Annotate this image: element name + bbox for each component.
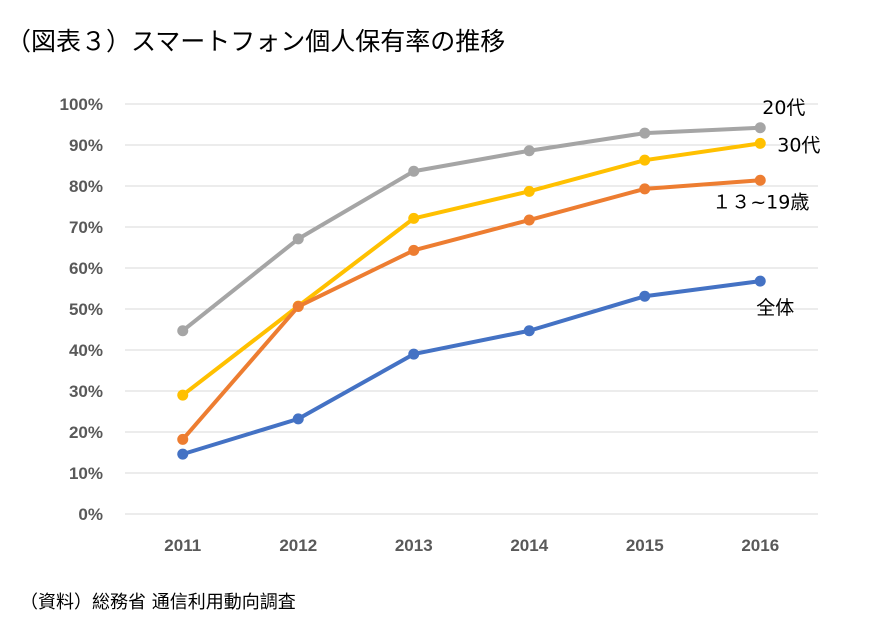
data-point: [639, 127, 651, 139]
series-line: [180, 125, 763, 333]
y-tick-label: 70%: [69, 218, 103, 237]
data-point: [408, 244, 420, 256]
y-tick-label: 50%: [69, 300, 103, 319]
data-point: [177, 448, 189, 460]
x-tick-label: 2015: [626, 536, 664, 555]
series-label: １３~19歳: [712, 191, 809, 213]
data-point: [754, 122, 766, 134]
data-point: [408, 212, 420, 224]
series-line: [180, 279, 763, 457]
y-tick-label: 10%: [69, 464, 103, 483]
y-tick-label: 30%: [69, 382, 103, 401]
y-tick-label: 20%: [69, 423, 103, 442]
series-line: [180, 178, 763, 442]
chart-title: （図表３）スマートフォン個人保有率の推移: [6, 27, 506, 56]
x-tick-label: 2012: [279, 536, 317, 555]
x-axis-ticks: 2011 2012 2013 2014 2015 2016: [164, 536, 779, 555]
data-point: [177, 325, 189, 337]
data-point: [292, 233, 304, 245]
y-tick-label: 90%: [69, 136, 103, 155]
data-point: [754, 137, 766, 149]
gridlines: [125, 103, 818, 515]
data-point: [177, 389, 189, 401]
x-tick-label: 2011: [164, 536, 201, 555]
data-point: [754, 174, 766, 186]
data-point: [408, 348, 420, 360]
x-tick-label: 2013: [395, 536, 433, 555]
data-point: [292, 301, 304, 313]
y-tick-label: 100%: [60, 95, 103, 114]
x-tick-label: 2014: [510, 536, 548, 555]
data-point: [754, 275, 766, 287]
series-lines: [177, 122, 766, 460]
series-label: 20代: [762, 97, 805, 119]
x-tick-label: 2016: [741, 536, 779, 555]
data-point: [639, 154, 651, 166]
data-point: [292, 413, 304, 425]
series-label: 30代: [777, 134, 820, 156]
y-tick-label: 80%: [69, 177, 103, 196]
data-point: [523, 185, 535, 197]
y-tick-label: 40%: [69, 341, 103, 360]
y-tick-label: 60%: [69, 259, 103, 278]
data-point: [523, 325, 535, 337]
y-axis-ticks: 0% 10% 20% 30% 40% 50% 60% 70% 80% 90% 100%: [60, 95, 103, 524]
data-point: [177, 433, 189, 445]
data-point: [408, 165, 420, 177]
series-line: [180, 141, 763, 398]
y-tick-label: 0%: [78, 505, 103, 524]
data-point: [523, 145, 535, 157]
data-point: [639, 290, 651, 302]
series-label: 全体: [756, 297, 794, 319]
source-note: （資料）総務省 通信利用動向調査: [20, 592, 296, 613]
data-point: [639, 183, 651, 195]
data-point: [523, 214, 535, 226]
